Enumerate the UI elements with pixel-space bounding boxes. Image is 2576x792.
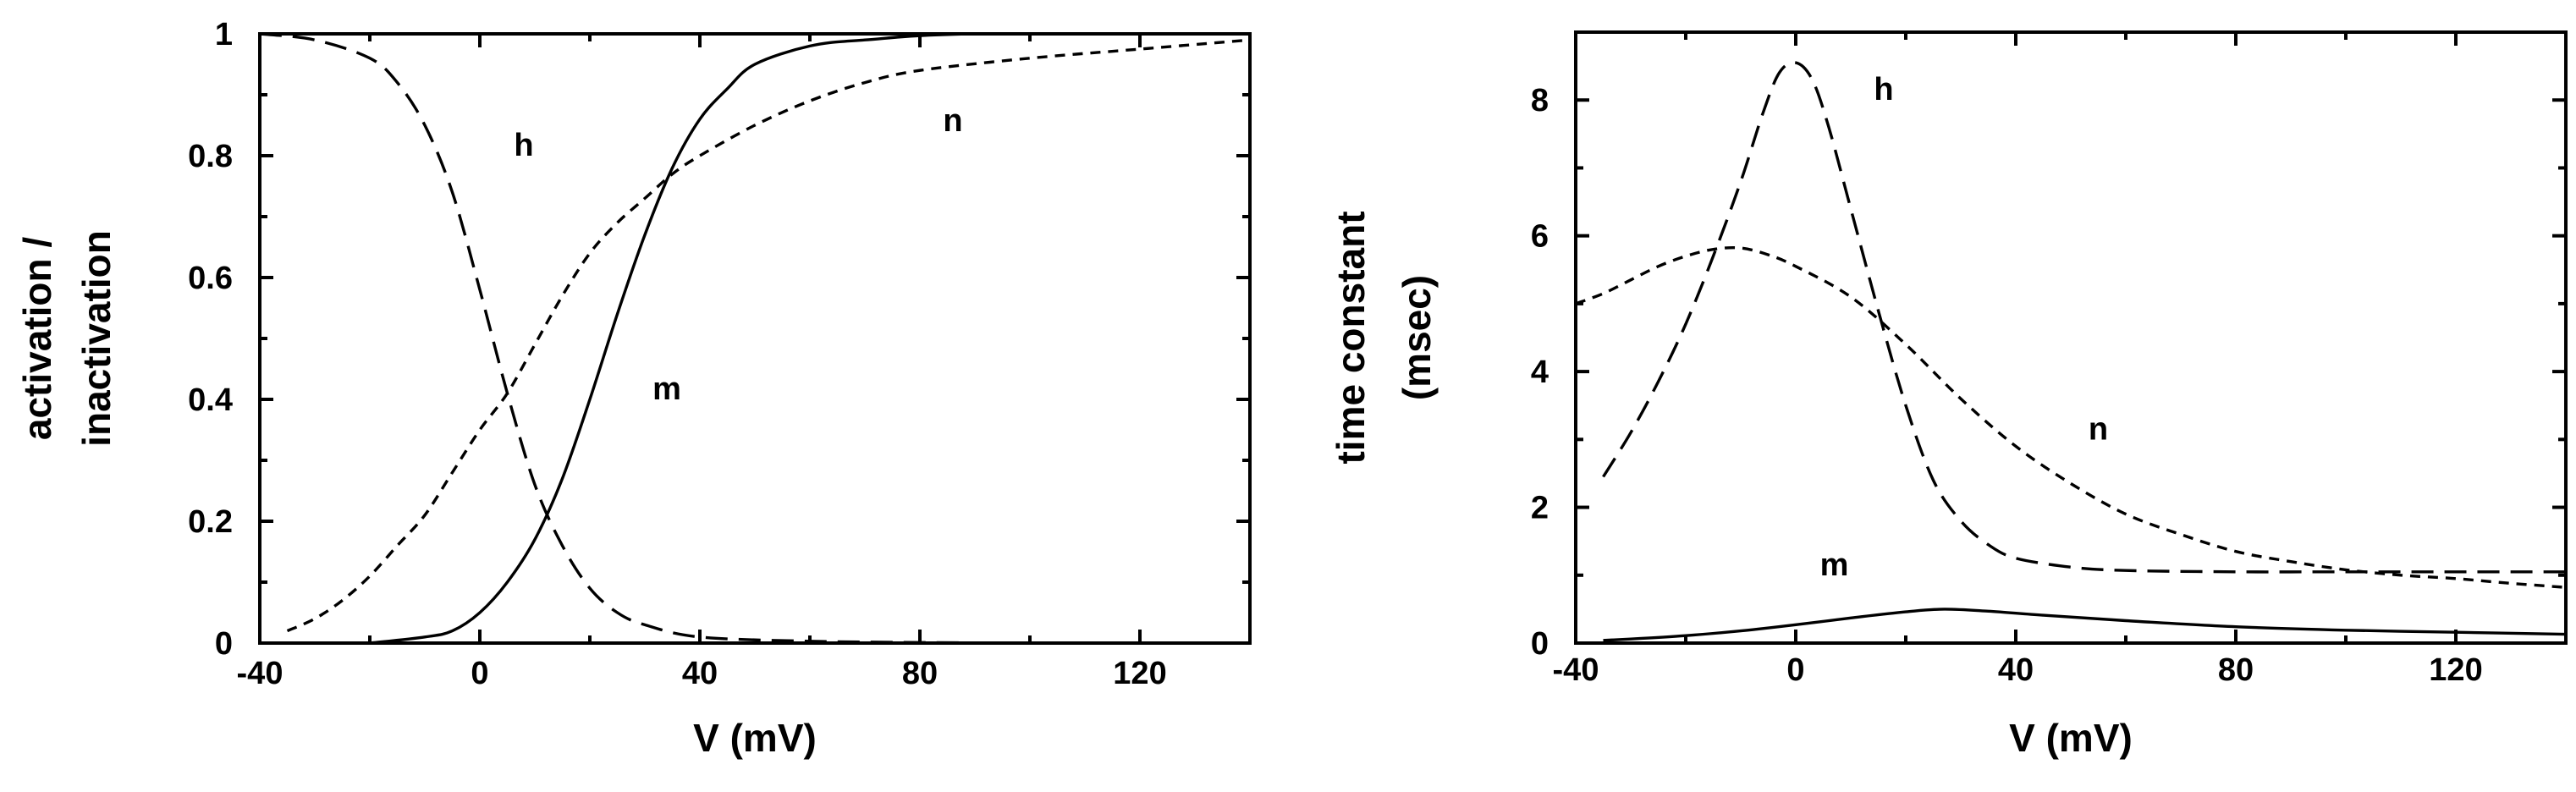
x-tick-label: -40 [237, 656, 283, 691]
series-m-line [1603, 608, 2566, 642]
series-n-line [1576, 245, 2566, 589]
x-tick-label: 80 [902, 656, 938, 691]
y-tick-label: 0.6 [188, 261, 233, 296]
series-n-label: n [943, 103, 962, 139]
x-tick-label: 40 [1998, 652, 2034, 688]
x-tick-label: 120 [1113, 656, 1166, 691]
y-axis-label-line: time constant [1329, 211, 1373, 464]
y-tick-label: 8 [1531, 83, 1549, 118]
series-n-label: n [2089, 411, 2108, 447]
y-axis-label-line: (msec) [1395, 275, 1439, 400]
y-tick-label: 0 [215, 626, 233, 662]
series-h-label: h [514, 128, 533, 163]
x-tick-label: 0 [1786, 652, 1804, 688]
y-tick-label: 0 [1531, 626, 1549, 662]
y-tick-label: 2 [1531, 491, 1549, 526]
x-tick-label: 0 [471, 656, 488, 691]
y-axis-label-line: inactivation [74, 230, 118, 447]
series-h-line [1602, 61, 2566, 574]
series-m-label: m [1820, 547, 1849, 583]
series-m-label: m [652, 371, 681, 407]
y-tick-label: 4 [1531, 355, 1549, 390]
x-axis-label: V (mV) [693, 716, 817, 760]
y-tick-label: 6 [1531, 219, 1549, 255]
y-tick-label: 0.2 [188, 504, 233, 540]
y-tick-label: 0.8 [188, 139, 233, 174]
x-tick-label: 120 [2429, 652, 2482, 688]
plot-frame [1574, 30, 2568, 645]
x-tick-label: -40 [1553, 652, 1599, 688]
series-m-line [369, 34, 1250, 643]
series-h-line [260, 34, 1031, 643]
series-n-line [286, 38, 1250, 633]
y-tick-label: 1 [215, 17, 233, 52]
x-tick-label: 80 [2218, 652, 2254, 688]
y-axis-label-line: activation / [15, 237, 59, 441]
series-h-label: h [1874, 72, 1893, 107]
x-tick-label: 40 [682, 656, 718, 691]
x-axis-label: V (mV) [2009, 716, 2133, 760]
y-tick-label: 0.4 [188, 382, 233, 418]
